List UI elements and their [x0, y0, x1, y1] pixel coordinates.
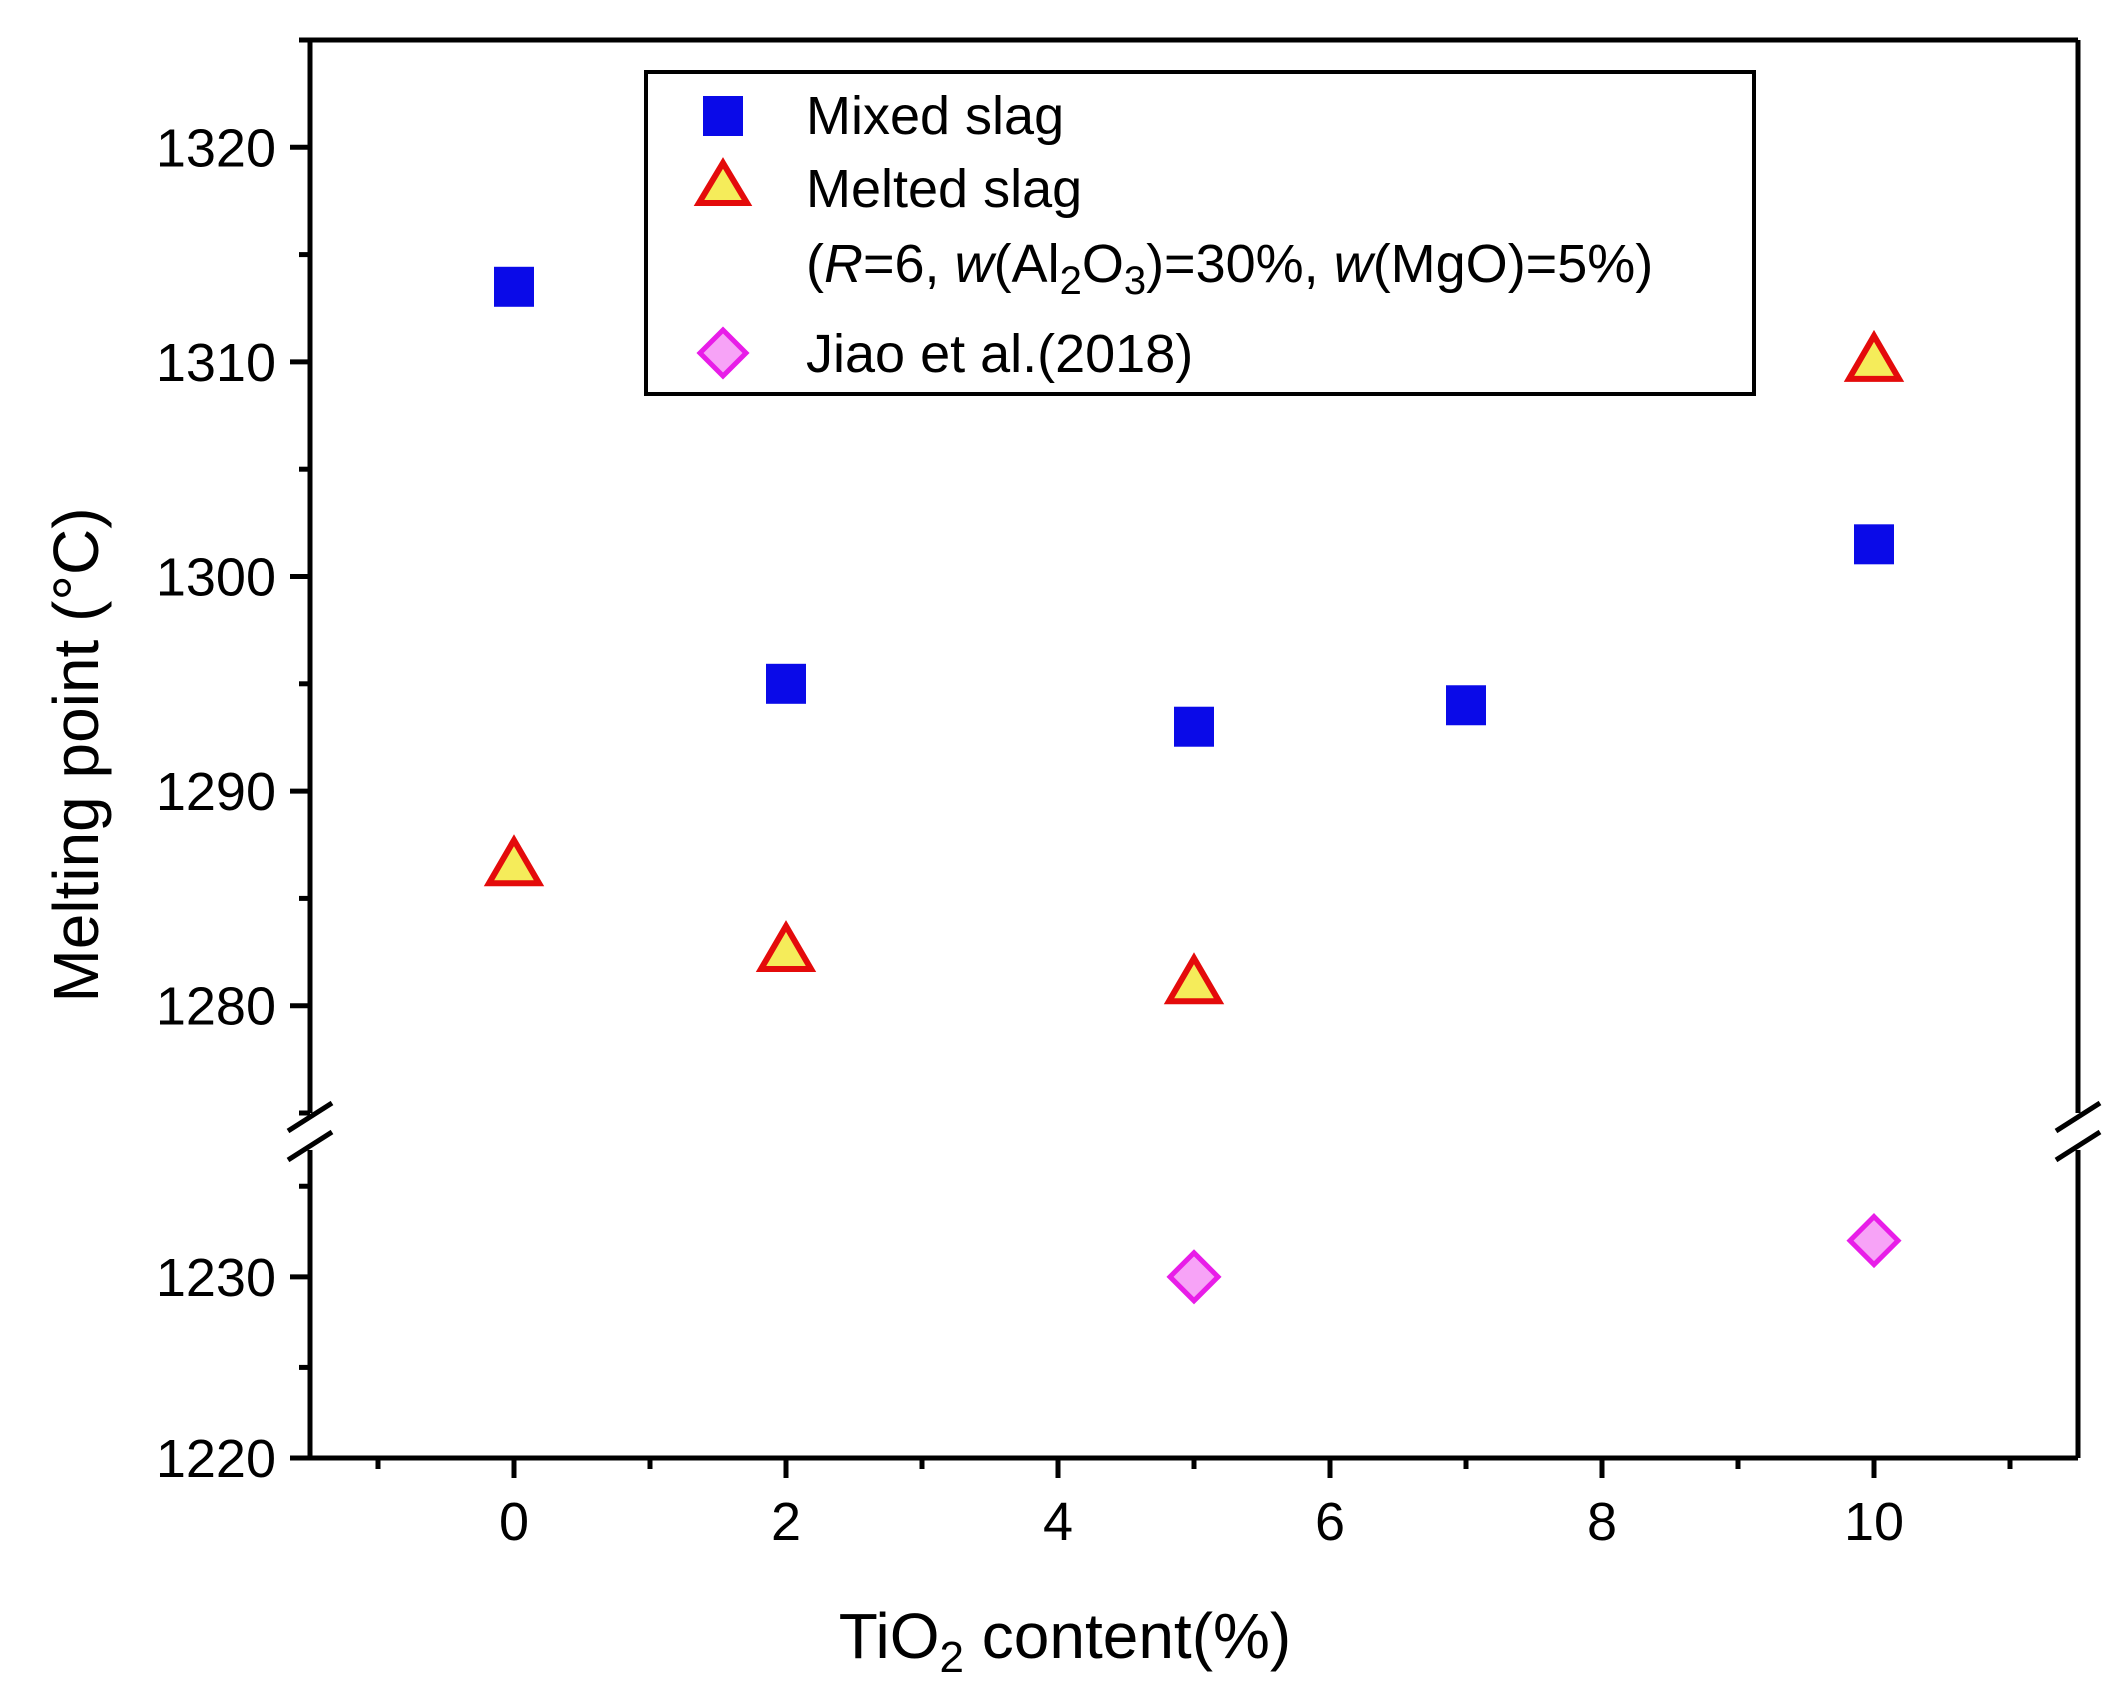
legend-label-jiao: Jiao et al.(2018): [806, 324, 1193, 384]
x-tick-label: 0: [499, 1492, 529, 1552]
y-tick-label: 1230: [156, 1248, 276, 1308]
x-axis-title-rest: content(%): [964, 1600, 1291, 1672]
x-tick-label: 8: [1587, 1492, 1617, 1552]
legend-marker-mixed-slag: [703, 96, 743, 136]
x-tick-label: 2: [771, 1492, 801, 1552]
legend-marker-melted-slag: [693, 157, 753, 206]
axis-break-mark-left: [286, 1100, 334, 1134]
x-axis-title-sub: 2: [939, 1633, 963, 1682]
melted-slag-point: [1843, 329, 1905, 382]
legend-note-melted-slag: (R=6, w(Al2O3)=30%, w(MgO)=5%): [806, 234, 1653, 303]
melted-slag-point: [1163, 952, 1225, 1005]
data-markers: [483, 266, 1905, 1305]
melted-slag-point: [483, 834, 545, 887]
y-tick-label: 1310: [156, 333, 276, 393]
legend-label-mixed-slag: Mixed slag: [806, 86, 1064, 146]
legend-marker-jiao: [696, 326, 750, 380]
jiao-et-al-2018-point: [1846, 1213, 1902, 1269]
mixed-slag-point: [766, 663, 806, 704]
legend-box: [644, 70, 1756, 396]
x-tick-label: 4: [1043, 1492, 1073, 1552]
melted-slag-point: [755, 920, 817, 973]
legend: Mixed slag Melted slag (R=6, w(Al2O3)=30…: [644, 70, 1756, 396]
x-axis-title-main: TiO: [839, 1600, 940, 1672]
axes: 0 2 4 6 8 10 1220 1230 1280 1290 1300 1310 1320: [156, 37, 2102, 1552]
y-tick-label: 1290: [156, 762, 276, 822]
axis-break-mark-left: [286, 1129, 334, 1163]
legend-label-melted-slag: Melted slag: [806, 159, 1082, 219]
mixed-slag-point: [494, 266, 534, 307]
mixed-slag-point: [1446, 685, 1486, 726]
x-tick-label: 6: [1315, 1492, 1345, 1552]
x-axis-title: TiO2 content(%): [839, 1600, 1291, 1682]
jiao-et-al-2018-point: [1166, 1249, 1222, 1305]
y-axis-title: Melting point (°C): [40, 507, 112, 1002]
mixed-slag-point: [1854, 524, 1894, 565]
y-tick-label: 1220: [156, 1429, 276, 1489]
y-tick-label: 1320: [156, 118, 276, 178]
axis-break-mark-right: [2054, 1100, 2102, 1134]
axis-break-mark-right: [2054, 1129, 2102, 1163]
mixed-slag-point: [1174, 706, 1214, 747]
y-tick-label: 1300: [156, 548, 276, 608]
x-tick-label: 10: [1844, 1492, 1904, 1552]
y-tick-label: 1280: [156, 977, 276, 1037]
